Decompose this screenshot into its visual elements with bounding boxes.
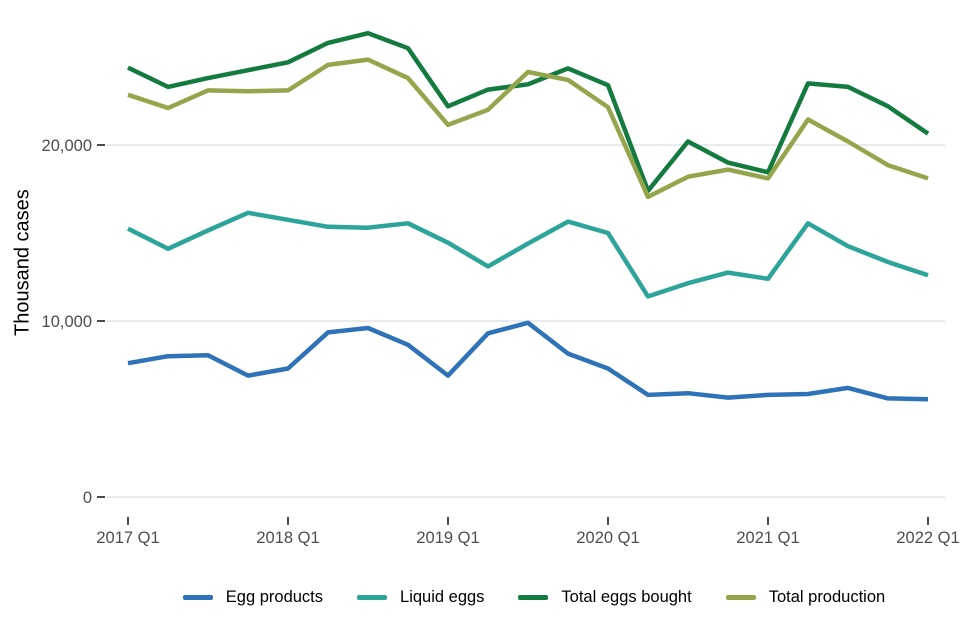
line-chart-plot-area: 0 10,000 20,000 2017 Q1 2018 Q1 2019 Q1 2020 Q…	[42, 30, 960, 547]
legend-label-total-eggs-bought: Total eggs bought	[561, 588, 692, 606]
x-tick-label: 2021 Q1	[736, 529, 799, 547]
legend-item-total-eggs-bought: Total eggs bought	[518, 588, 692, 607]
x-tick-label: 2017 Q1	[96, 529, 159, 547]
y-tick-label: 0	[83, 489, 92, 507]
y-tick-label: 10,000	[42, 313, 92, 331]
legend-label-total-production: Total production	[768, 588, 886, 606]
legend-swatch-total-production	[725, 595, 756, 600]
legend-swatch-egg-products	[182, 595, 213, 600]
series-line-liquid-eggs	[126, 210, 929, 299]
legend-item-liquid-eggs: Liquid eggs	[357, 588, 484, 607]
y-axis-title: Thousand cases	[11, 189, 34, 337]
y-tick-label: 20,000	[42, 137, 92, 155]
series-line-total-production	[127, 57, 929, 200]
legend-swatch-total-eggs-bought	[518, 595, 549, 600]
x-tick-label: 2019 Q1	[416, 529, 479, 547]
series-line-egg-products	[127, 320, 929, 402]
x-tick-label: 2020 Q1	[576, 529, 639, 547]
series-line-total-eggs-bought	[127, 30, 930, 194]
legend-item-egg-products: Egg products	[182, 588, 324, 607]
chart-legend: Egg products Liquid eggs Total eggs boug…	[108, 588, 960, 607]
x-tick-label: 2022 Q1	[896, 529, 959, 547]
x-tick-label: 2018 Q1	[256, 529, 319, 547]
legend-swatch-liquid-eggs	[357, 595, 388, 600]
legend-label-egg-products: Egg products	[225, 588, 324, 606]
legend-label-liquid-eggs: Liquid eggs	[400, 588, 485, 606]
legend-item-total-production: Total production	[725, 588, 886, 607]
